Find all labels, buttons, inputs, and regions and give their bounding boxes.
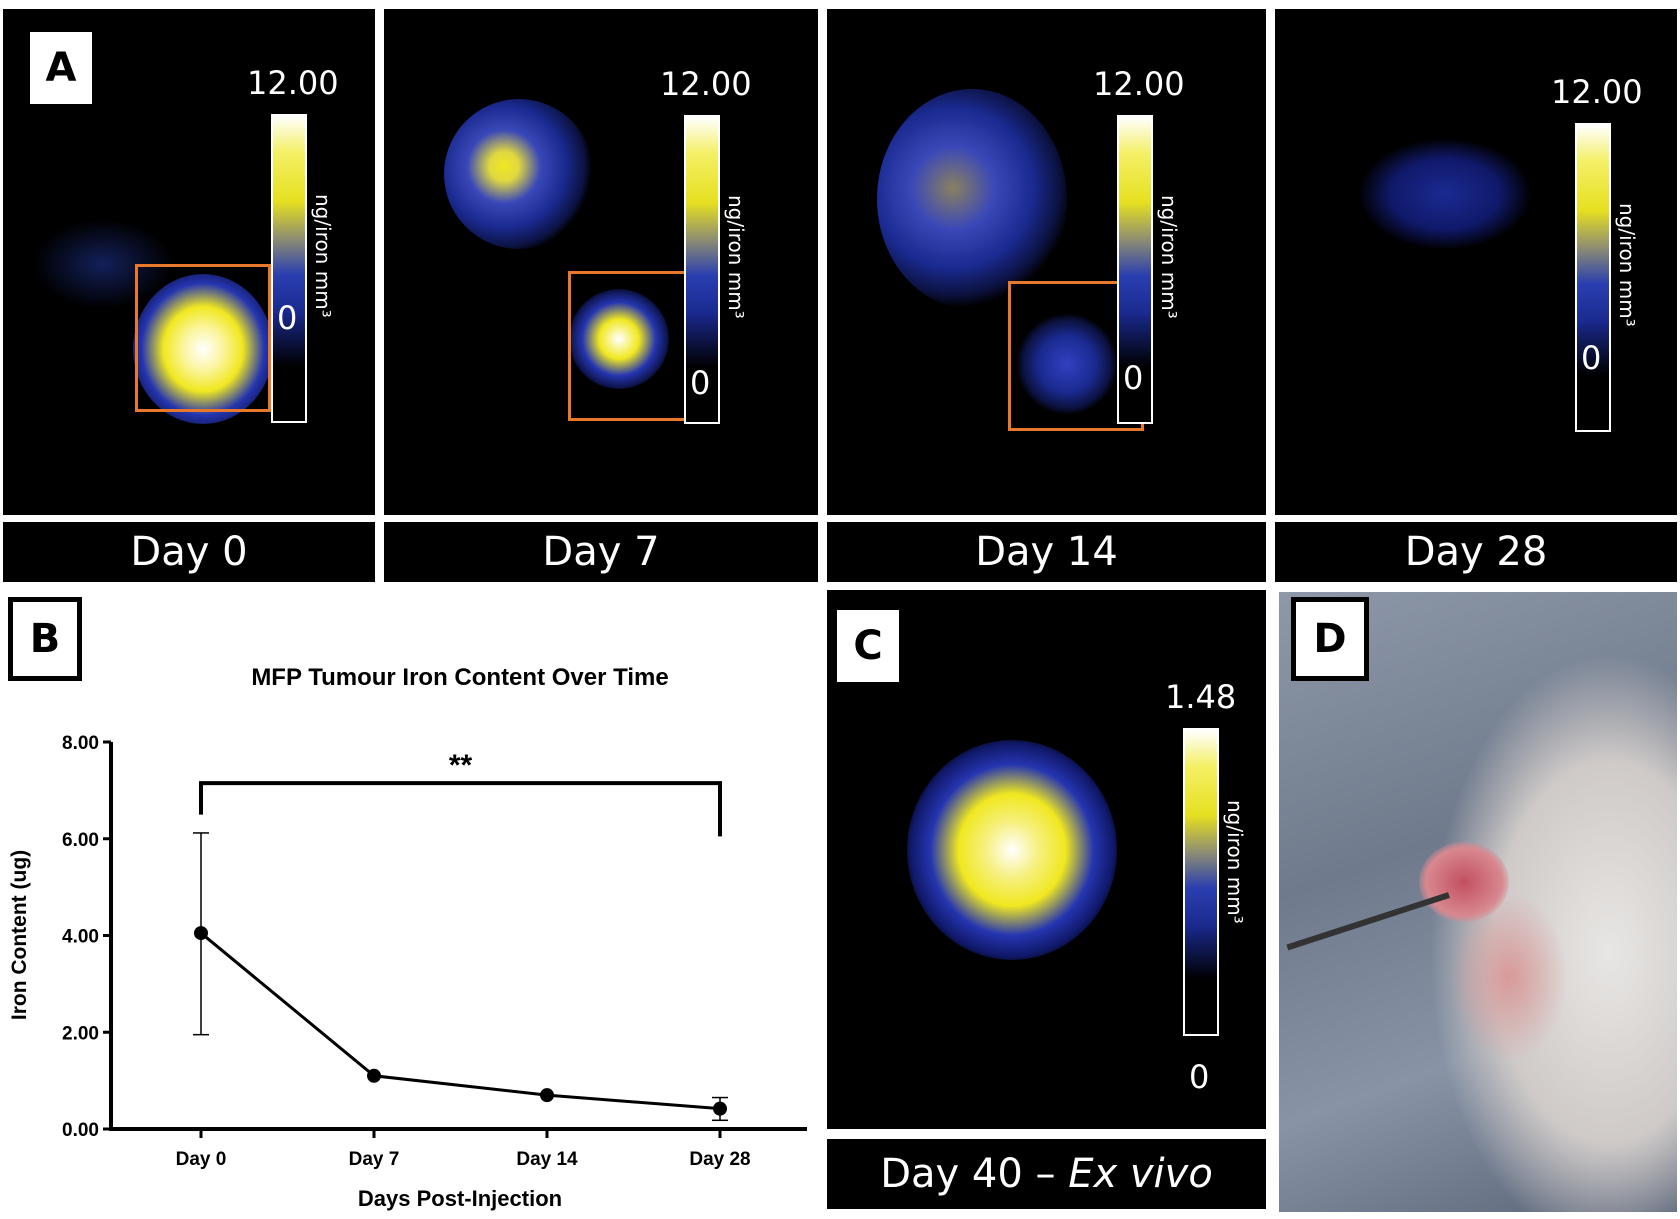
colorbar-unit: ng/iron mm³ bbox=[311, 194, 335, 318]
colorbar-unit: ng/iron mm³ bbox=[1223, 800, 1247, 924]
colorbar bbox=[1117, 115, 1153, 424]
forceps bbox=[1286, 892, 1450, 951]
y-tick-label: 6.00 bbox=[62, 830, 99, 851]
panel-c-label-italic: Ex vivo bbox=[1068, 1151, 1213, 1197]
panel-a-day14-image: 12.00 ng/iron mm³ 0 bbox=[827, 9, 1266, 515]
day0-label: Day 0 bbox=[3, 522, 375, 582]
x-axis-label: Days Post-Injection bbox=[358, 1186, 562, 1211]
data-point bbox=[367, 1068, 381, 1083]
panel-a-day7-image: 12.00 ng/iron mm³ 0 bbox=[384, 9, 818, 515]
data-point bbox=[540, 1088, 554, 1103]
panel-c-exvivo-image: C 1.48 ng/iron mm³ 0 bbox=[827, 590, 1266, 1129]
panel-a-day28-image: 12.00 ng/iron mm³ 0 bbox=[1275, 9, 1677, 515]
panel-d-photo: D bbox=[1279, 592, 1677, 1212]
chart-title: MFP Tumour Iron Content Over Time bbox=[251, 664, 668, 691]
panel-c-letter: C bbox=[837, 610, 899, 682]
colorbar-max: 12.00 bbox=[660, 65, 752, 103]
panel-c-label-prefix: Day 40 – bbox=[880, 1151, 1069, 1197]
colorbar-unit: ng/iron mm³ bbox=[724, 195, 748, 319]
colorbar bbox=[1575, 123, 1611, 432]
y-tick-label: 0.00 bbox=[62, 1120, 99, 1141]
iron-content-chart: MFP Tumour Iron Content Over Time 0.00 2.… bbox=[8, 664, 807, 1211]
signal-blob bbox=[1360, 139, 1530, 249]
x-tick-label: Day 7 bbox=[349, 1149, 400, 1170]
panel-c-label: Day 40 – Ex vivo bbox=[827, 1139, 1266, 1209]
y-tick-label: 2.00 bbox=[62, 1023, 99, 1044]
colorbar-max: 1.48 bbox=[1165, 678, 1237, 716]
colorbar-max: 12.00 bbox=[1093, 65, 1185, 103]
data-point bbox=[194, 926, 208, 941]
signal-blob bbox=[1017, 314, 1117, 414]
colorbar bbox=[271, 114, 307, 423]
colorbar-min: 0 bbox=[690, 364, 711, 402]
roi-box bbox=[135, 264, 271, 412]
colorbar-unit: ng/iron mm³ bbox=[1615, 203, 1639, 327]
significance-label: ** bbox=[449, 749, 473, 782]
x-tick-label: Day 0 bbox=[176, 1149, 227, 1170]
y-axis-label: Iron Content (ug) bbox=[8, 850, 31, 1020]
colorbar-max: 12.00 bbox=[1551, 73, 1643, 111]
y-tick-label: 8.00 bbox=[62, 733, 99, 754]
day14-label: Day 14 bbox=[827, 522, 1266, 582]
signal-blob bbox=[569, 289, 669, 389]
colorbar-min: 0 bbox=[1581, 339, 1602, 377]
colorbar bbox=[1183, 728, 1219, 1036]
signal-blob bbox=[444, 99, 594, 249]
panel-a-day0-image: 12.00 ng/iron mm³ 0 bbox=[3, 9, 375, 515]
x-tick-label: Day 28 bbox=[689, 1149, 750, 1170]
colorbar bbox=[684, 115, 720, 424]
signal-blob bbox=[133, 274, 273, 424]
colorbar-max: 12.00 bbox=[247, 64, 339, 102]
x-tick-label: Day 14 bbox=[516, 1149, 578, 1170]
day28-label: Day 28 bbox=[1275, 522, 1677, 582]
colorbar-unit: ng/iron mm³ bbox=[1157, 195, 1181, 319]
panel-b-letter: B bbox=[8, 597, 82, 681]
colorbar-min: 0 bbox=[277, 299, 298, 337]
colorbar-min: 0 bbox=[1123, 359, 1144, 397]
data-point bbox=[713, 1101, 727, 1116]
colorbar-min: 0 bbox=[1189, 1058, 1210, 1096]
skin-region bbox=[1449, 892, 1569, 1062]
y-tick-label: 4.00 bbox=[62, 927, 99, 948]
day7-label: Day 7 bbox=[384, 522, 818, 582]
panel-d-letter: D bbox=[1291, 597, 1369, 681]
significance-bracket bbox=[199, 781, 722, 837]
panel-a-letter: A bbox=[30, 32, 92, 104]
signal-blob bbox=[907, 740, 1117, 960]
signal-blob bbox=[877, 89, 1067, 309]
series-line bbox=[200, 931, 721, 1111]
